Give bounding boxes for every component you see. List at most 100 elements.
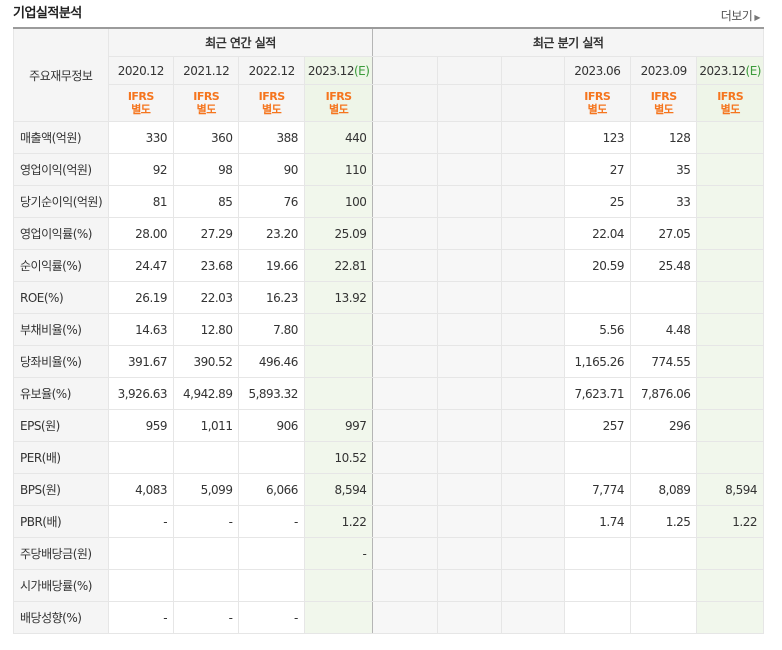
table-row: 당좌비율(%) 391.67 390.52 496.46 1,165.26 774.55 xyxy=(13,345,764,378)
quarter-cell xyxy=(436,313,503,346)
more-link[interactable]: 더보기 ▶ xyxy=(720,7,761,24)
quarter-cell: 128 xyxy=(629,121,698,154)
quarter-cell xyxy=(501,313,565,346)
annual-cell: 496.46 xyxy=(238,345,305,378)
quarter-period-2 xyxy=(501,56,565,85)
quarter-cell xyxy=(696,537,764,570)
quarter-cell: 22.04 xyxy=(563,217,631,250)
row-label: BPS(원) xyxy=(13,473,109,506)
quarter-cell: 5.56 xyxy=(563,313,631,346)
quarter-cell xyxy=(696,313,764,346)
quarter-cell xyxy=(696,281,764,314)
quarter-cell: 123 xyxy=(563,121,631,154)
quarter-cell xyxy=(372,121,438,154)
annual-cell: 14.63 xyxy=(107,313,175,346)
quarter-cell xyxy=(372,249,438,282)
annual-cell: 390.52 xyxy=(173,345,240,378)
quarter-cell xyxy=(696,441,764,474)
table-row: EPS(원) 959 1,011 906 997 257 296 xyxy=(13,409,764,442)
quarter-cell xyxy=(501,505,565,538)
quarter-cell xyxy=(501,185,565,218)
quarter-cell xyxy=(696,601,764,634)
row-label: 순이익률(%) xyxy=(13,249,109,282)
quarter-cell xyxy=(372,505,438,538)
table-row: 부채비율(%) 14.63 12.80 7.80 5.56 4.48 xyxy=(13,313,764,346)
annual-cell: 23.20 xyxy=(238,217,305,250)
quarter-cell xyxy=(436,249,503,282)
annual-cell: 12.80 xyxy=(173,313,240,346)
ifrs-badge xyxy=(501,84,565,122)
quarter-header: 최근 분기 실적 xyxy=(372,27,764,57)
quarter-cell xyxy=(501,217,565,250)
quarter-cell xyxy=(372,281,438,314)
quarter-cell xyxy=(629,601,698,634)
annual-cell: - xyxy=(107,601,175,634)
row-label: 주당배당금(원) xyxy=(13,537,109,570)
quarter-cell xyxy=(372,345,438,378)
quarter-cell xyxy=(372,409,438,442)
quarter-cell xyxy=(501,249,565,282)
annual-cell xyxy=(173,569,240,602)
annual-cell xyxy=(107,569,175,602)
quarter-cell xyxy=(436,153,503,186)
quarter-cell xyxy=(372,185,438,218)
annual-cell: - xyxy=(238,505,305,538)
ifrs-badge: IFRS 별도 xyxy=(563,84,631,122)
row-label: 영업이익(억원) xyxy=(13,153,109,186)
row-label: 부채비율(%) xyxy=(13,313,109,346)
annual-cell xyxy=(238,569,305,602)
annual-cell: 3,926.63 xyxy=(107,377,175,410)
quarter-period-5: 2023.12(E) xyxy=(696,56,764,85)
table-row: PBR(배) - - -1.22 1.74 1.25 1.22 xyxy=(13,505,764,538)
quarter-cell xyxy=(563,537,631,570)
quarter-cell xyxy=(696,121,764,154)
annual-cell: 959 xyxy=(107,409,175,442)
quarter-cell xyxy=(501,345,565,378)
quarter-cell: 1,165.26 xyxy=(563,345,631,378)
annual-header: 최근 연간 실적 xyxy=(107,27,374,57)
annual-cell: 100 xyxy=(303,185,374,218)
row-label: EPS(원) xyxy=(13,409,109,442)
quarter-cell xyxy=(696,377,764,410)
annual-cell: 13.92 xyxy=(303,281,374,314)
quarter-cell: 1.25 xyxy=(629,505,698,538)
more-label: 더보기 xyxy=(720,9,753,23)
row-label: 영업이익률(%) xyxy=(13,217,109,250)
annual-cell: 22.81 xyxy=(303,249,374,282)
quarter-cell xyxy=(501,121,565,154)
quarter-cell xyxy=(501,409,565,442)
quarter-cell xyxy=(629,281,698,314)
annual-cell xyxy=(173,537,240,570)
quarter-cell: 7,774 xyxy=(563,473,631,506)
annual-cell: 22.03 xyxy=(173,281,240,314)
annual-cell: 19.66 xyxy=(238,249,305,282)
quarter-cell xyxy=(372,377,438,410)
annual-cell: 7.80 xyxy=(238,313,305,346)
annual-cell: - xyxy=(173,505,240,538)
quarter-cell xyxy=(436,377,503,410)
quarter-cell xyxy=(501,569,565,602)
annual-cell xyxy=(303,313,374,346)
table-row: 영업이익률(%) 28.00 27.29 23.20 25.09 22.04 27.05 xyxy=(13,217,764,250)
quarter-cell xyxy=(696,217,764,250)
row-label: PER(배) xyxy=(13,441,109,474)
quarter-cell: 7,623.71 xyxy=(563,377,631,410)
quarter-cell xyxy=(436,281,503,314)
row-label: 당기순이익(억원) xyxy=(13,185,109,218)
annual-cell: 92 xyxy=(107,153,175,186)
quarter-cell xyxy=(372,441,438,474)
quarter-cell: 257 xyxy=(563,409,631,442)
quarter-cell: 27.05 xyxy=(629,217,698,250)
annual-period-2: 2022.12 xyxy=(238,56,305,85)
table-row: ROE(%) 26.19 22.03 16.23 13.92 xyxy=(13,281,764,314)
annual-cell xyxy=(107,537,175,570)
annual-cell: 23.68 xyxy=(173,249,240,282)
quarter-period-0 xyxy=(372,56,438,85)
annual-cell: 10.52 xyxy=(303,441,374,474)
quarter-cell xyxy=(372,537,438,570)
quarter-cell xyxy=(501,601,565,634)
annual-period-0: 2020.12 xyxy=(107,56,175,85)
annual-cell xyxy=(238,537,305,570)
quarter-cell xyxy=(436,537,503,570)
quarter-cell xyxy=(696,409,764,442)
